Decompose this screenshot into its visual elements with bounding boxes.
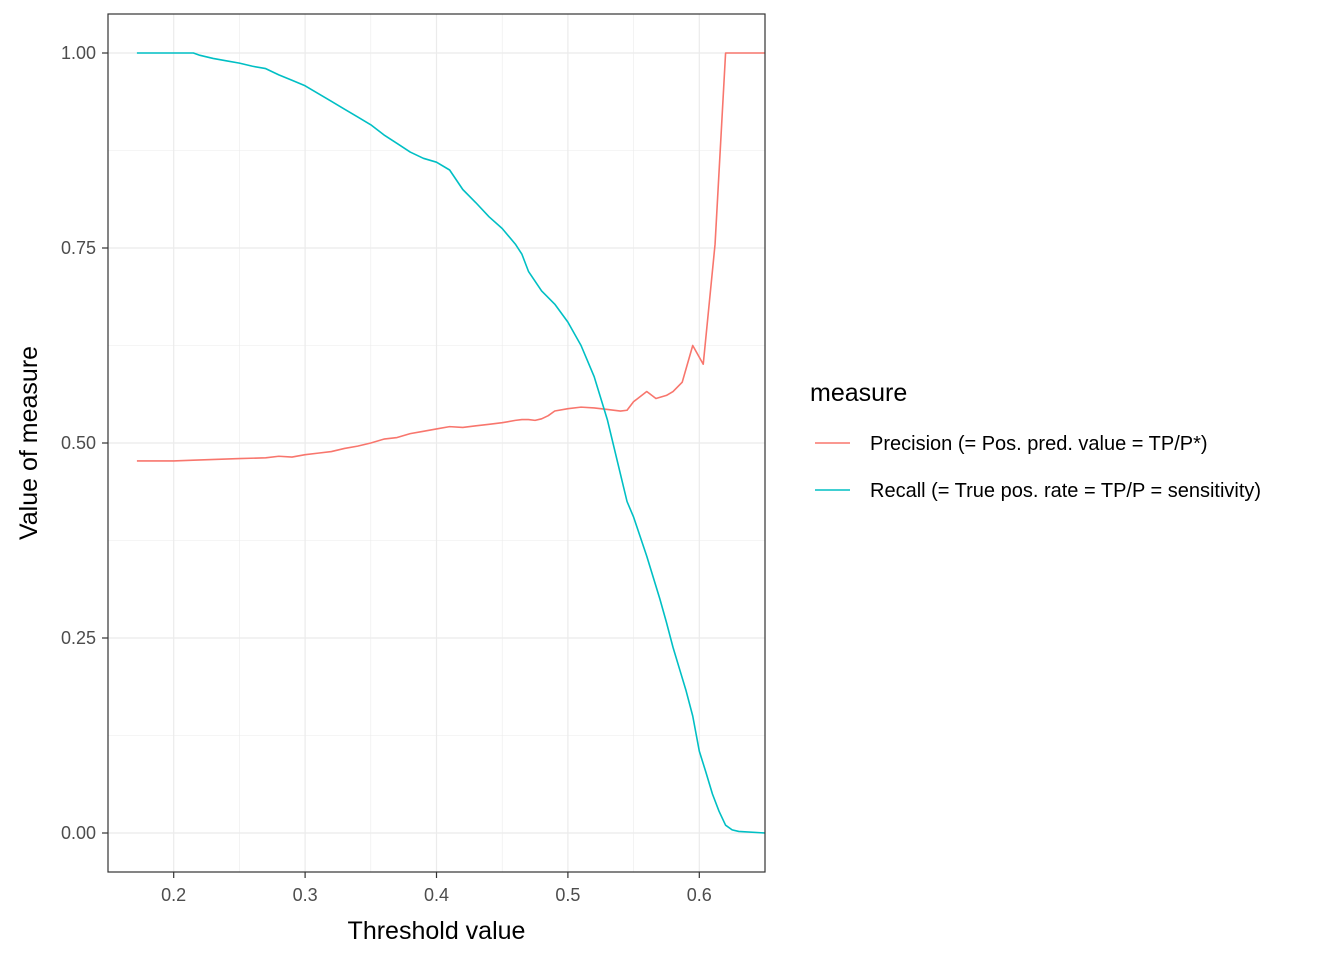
y-tick-label: 0.75 bbox=[61, 238, 96, 258]
axis-ticks bbox=[102, 52, 700, 878]
y-tick-label: 0.00 bbox=[61, 823, 96, 843]
legend-title: measure bbox=[810, 379, 907, 407]
y-axis-title: Value of measure bbox=[15, 346, 43, 540]
x-tick-label: 0.2 bbox=[161, 885, 186, 905]
x-tick-label: 0.6 bbox=[687, 885, 712, 905]
legend-label-recall: Recall (= True pos. rate = TP/P = sensit… bbox=[870, 480, 1261, 502]
y-tick-label: 0.25 bbox=[61, 628, 96, 648]
x-tick-label: 0.5 bbox=[555, 885, 580, 905]
x-axis-title: Threshold value bbox=[348, 917, 526, 945]
series-line-recall bbox=[136, 52, 766, 834]
y-tick-label: 0.50 bbox=[61, 433, 96, 453]
x-tick-label: 0.3 bbox=[293, 885, 318, 905]
legend: measure Precision (= Pos. pred. value = … bbox=[810, 379, 1261, 502]
y-axis-tick-labels: 0.00 0.25 0.50 0.75 1.00 bbox=[61, 43, 96, 843]
x-axis-tick-labels: 0.2 0.3 0.4 0.5 0.6 bbox=[161, 885, 712, 905]
grid-major-lines bbox=[108, 14, 765, 872]
legend-label-precision: Precision (= Pos. pred. value = TP/P*) bbox=[870, 433, 1208, 455]
series-lines bbox=[136, 52, 766, 834]
y-tick-label: 1.00 bbox=[61, 43, 96, 63]
x-tick-label: 0.4 bbox=[424, 885, 449, 905]
series-line-precision bbox=[136, 52, 765, 462]
